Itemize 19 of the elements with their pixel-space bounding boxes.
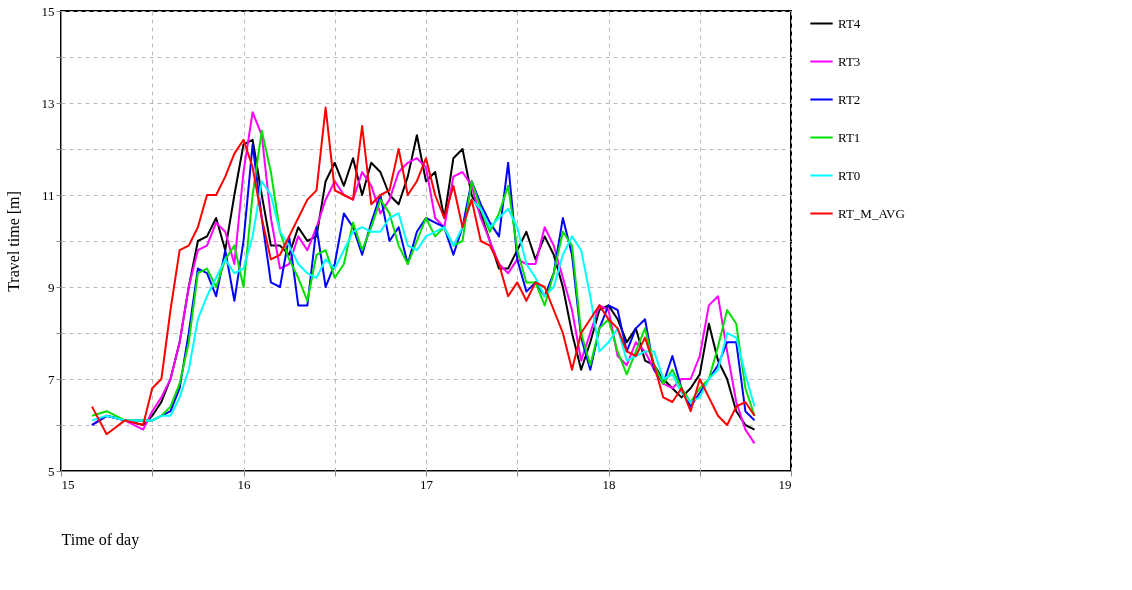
y-tick-label: 11 xyxy=(41,187,55,203)
y-tick-label: 15 xyxy=(41,3,55,19)
legend-label: RT2 xyxy=(838,91,861,107)
legend-label: RT3 xyxy=(838,53,861,69)
y-tick-label: 9 xyxy=(48,279,55,295)
legend-label: RT_M_AVG xyxy=(838,205,905,221)
legend-label: RT0 xyxy=(838,167,861,183)
y-axis-title: Travel time [m] xyxy=(4,191,22,292)
y-tick-label: 5 xyxy=(48,463,55,479)
x-tick-label: 16 xyxy=(237,476,251,492)
x-axis-title: Time of day xyxy=(61,530,140,549)
legend-label: RT4 xyxy=(838,15,861,31)
y-tick-label: 13 xyxy=(41,95,55,111)
x-tick-label: 17 xyxy=(420,476,434,492)
legend-label: RT1 xyxy=(838,129,861,145)
x-tick-label: 18 xyxy=(602,476,616,492)
y-tick-label: 7 xyxy=(48,371,55,387)
x-tick-label: 15 xyxy=(61,476,75,492)
x-tick-label: 19 xyxy=(778,476,792,492)
